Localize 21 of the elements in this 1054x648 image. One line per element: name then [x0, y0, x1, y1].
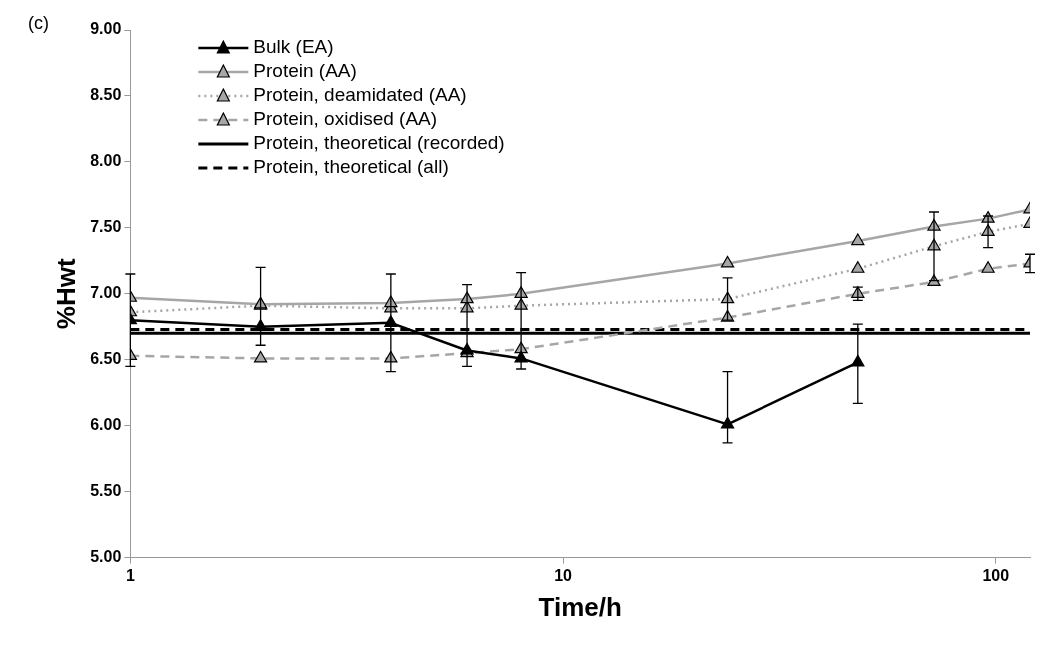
legend-label: Protein, deamidated (AA) [253, 84, 467, 106]
y-tick-label: 5.50 [90, 482, 122, 500]
x-tick-label: 1 [125, 566, 135, 584]
y-tick-label: 6.50 [90, 350, 122, 368]
y-tick-label: 5.00 [90, 548, 122, 566]
x-tick-label: 100 [982, 566, 1010, 584]
legend-label: Protein (AA) [253, 60, 357, 82]
y-tick-label: 6.00 [90, 416, 122, 434]
y-tick-label: 9.00 [90, 20, 122, 38]
x-tick-label: 10 [554, 566, 573, 584]
chart-title: (c) [28, 12, 49, 33]
y-tick-label: 7.50 [90, 218, 122, 236]
legend-label: Protein, theoretical (recorded) [253, 132, 505, 154]
legend-label: Protein, oxidised (AA) [253, 108, 438, 130]
y-axis-title: %Hwt [50, 258, 81, 330]
x-axis-title: Time/h [538, 591, 622, 622]
legend-label: Bulk (EA) [253, 36, 334, 58]
legend-label: Protein, theoretical (all) [253, 156, 449, 178]
y-tick-label: 8.50 [90, 86, 122, 104]
y-tick-label: 8.00 [90, 152, 122, 170]
y-tick-label: 7.00 [90, 284, 122, 302]
